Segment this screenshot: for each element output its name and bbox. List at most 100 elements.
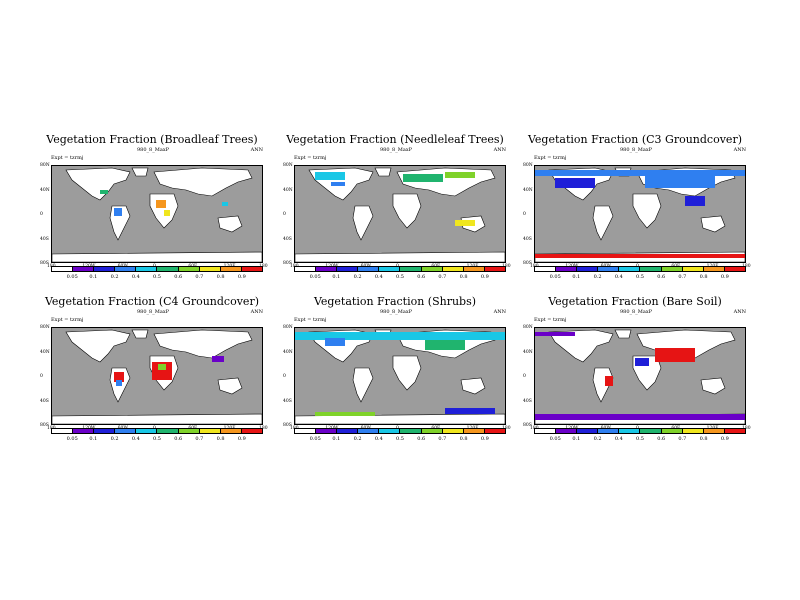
- panel-needleleaf: Vegetation Fraction (Needleleaf Trees) 9…: [280, 133, 511, 283]
- x-tick-label: 60W: [600, 426, 612, 431]
- land-region: [632, 193, 662, 229]
- panel-subtitle: 980_8_MaxP: [137, 147, 170, 153]
- x-tick-label: 180: [530, 426, 539, 431]
- land-region: [700, 215, 726, 233]
- y-tick-label: 40S: [40, 236, 49, 242]
- panel-subtitle: 980_8_MaxP: [380, 309, 413, 315]
- colorbar-label: 0.4: [614, 436, 623, 442]
- colorbar-swatch: [640, 429, 662, 433]
- vegetation-patch: [535, 170, 745, 176]
- colorbar-label: 0.2: [353, 274, 362, 280]
- colorbar-swatch: [157, 429, 179, 433]
- colorbar-swatch: [316, 429, 338, 433]
- colorbar-label: 0.8: [699, 436, 708, 442]
- vegetation-patch: [158, 364, 166, 370]
- x-tick-label: 180: [259, 264, 268, 269]
- land-region: [131, 329, 149, 339]
- land-region: [392, 355, 422, 391]
- y-tick-label: 0: [523, 212, 526, 217]
- panel-expt: Expt = tzrmj: [51, 155, 84, 161]
- panel-expt: Expt = tzrmj: [294, 317, 327, 323]
- x-tick-label: 0: [636, 426, 639, 431]
- x-tick-label: 180: [47, 426, 56, 431]
- y-tick-label: 40N: [523, 187, 533, 193]
- colorbar-label: 0.1: [332, 436, 341, 442]
- colorbar-label: 0.5: [153, 436, 161, 442]
- land-region: [52, 413, 262, 424]
- colorbar-label: 0.2: [353, 436, 362, 442]
- colorbar-label: 0.6: [174, 274, 183, 280]
- y-tick-label: 80S: [40, 261, 49, 266]
- land-region: [352, 205, 374, 241]
- y-tick-label: 80N: [283, 325, 293, 330]
- colorbar-label: 0.5: [153, 274, 161, 280]
- y-tick-label: 40N: [40, 187, 50, 193]
- panel-season: ANN: [493, 147, 506, 153]
- colorbar-label: 0.9: [720, 274, 729, 280]
- panel-season: ANN: [250, 147, 263, 153]
- x-tick-label: 120E: [466, 426, 479, 431]
- colorbar-swatch: [724, 267, 745, 271]
- land-region: [352, 367, 374, 403]
- panel-c4-groundcover: Vegetation Fraction (C4 Groundcover) 980…: [37, 295, 268, 445]
- y-tick-label: 80S: [283, 423, 292, 428]
- vegetation-patch: [645, 176, 715, 188]
- colorbar-swatch: [337, 267, 359, 271]
- colorbar-label: 0.6: [417, 436, 426, 442]
- colorbar-swatch: [661, 267, 683, 271]
- y-tick-label: 80S: [40, 423, 49, 428]
- x-tick-label: 120E: [466, 264, 479, 269]
- vegetation-patch: [535, 414, 745, 420]
- colorbar-swatch: [241, 429, 262, 433]
- panel-expt: Expt = tzrmj: [51, 317, 84, 323]
- colorbar-swatch: [703, 429, 725, 433]
- colorbar-swatch: [337, 429, 359, 433]
- x-tick-label: 60W: [360, 426, 372, 431]
- panel-expt: Expt = tzrmj: [534, 155, 567, 161]
- vegetation-patch: [605, 376, 613, 386]
- panel-subtitle: 980_8_MaxP: [620, 309, 653, 315]
- x-tick-label: 60E: [188, 426, 198, 431]
- colorbar-label: 0.2: [110, 436, 119, 442]
- land-region: [65, 167, 131, 201]
- colorbar-swatch: [535, 429, 557, 433]
- colorbar-swatch: [724, 429, 745, 433]
- land-region: [295, 413, 505, 424]
- colorbar-label: 0.7: [195, 274, 204, 280]
- x-tick-label: 60E: [671, 426, 681, 431]
- map-svg: [295, 167, 505, 262]
- map-plot: [51, 165, 263, 263]
- panel-expt: Expt = tzrmj: [294, 155, 327, 161]
- x-tick-label: 120W: [565, 264, 579, 269]
- colorbar-swatch: [220, 429, 242, 433]
- colorbar-label: 0.9: [480, 274, 489, 280]
- vegetation-patch: [212, 356, 224, 362]
- y-tick-label: 40S: [40, 398, 49, 404]
- colorbar-label: 0.05: [309, 274, 321, 280]
- x-tick-label: 0: [396, 264, 399, 269]
- land-region: [217, 377, 243, 395]
- y-tick-label: 40N: [523, 349, 533, 355]
- x-tick-label: 180: [290, 264, 299, 269]
- land-region: [592, 205, 614, 241]
- x-tick-label: 0: [153, 426, 156, 431]
- colorbar-label: 0.1: [332, 274, 341, 280]
- x-tick-label: 0: [153, 264, 156, 269]
- y-tick-label: 80S: [523, 423, 532, 428]
- x-tick-label: 60W: [117, 264, 129, 269]
- colorbar-swatch: [535, 267, 557, 271]
- x-tick-label: 120E: [223, 264, 236, 269]
- colorbar-swatch: [703, 267, 725, 271]
- y-tick-label: 40S: [283, 236, 292, 242]
- vegetation-patch: [655, 348, 695, 362]
- x-tick-label: 60E: [431, 264, 441, 269]
- colorbar-swatch: [94, 429, 116, 433]
- land-region: [217, 215, 243, 233]
- vegetation-patch: [114, 208, 122, 216]
- vegetation-patch: [403, 174, 443, 182]
- colorbar-swatch: [619, 429, 641, 433]
- land-region: [52, 251, 262, 262]
- colorbar-label: 0.9: [237, 274, 246, 280]
- colorbar-label: 0.05: [549, 436, 561, 442]
- vegetation-patch: [114, 372, 124, 382]
